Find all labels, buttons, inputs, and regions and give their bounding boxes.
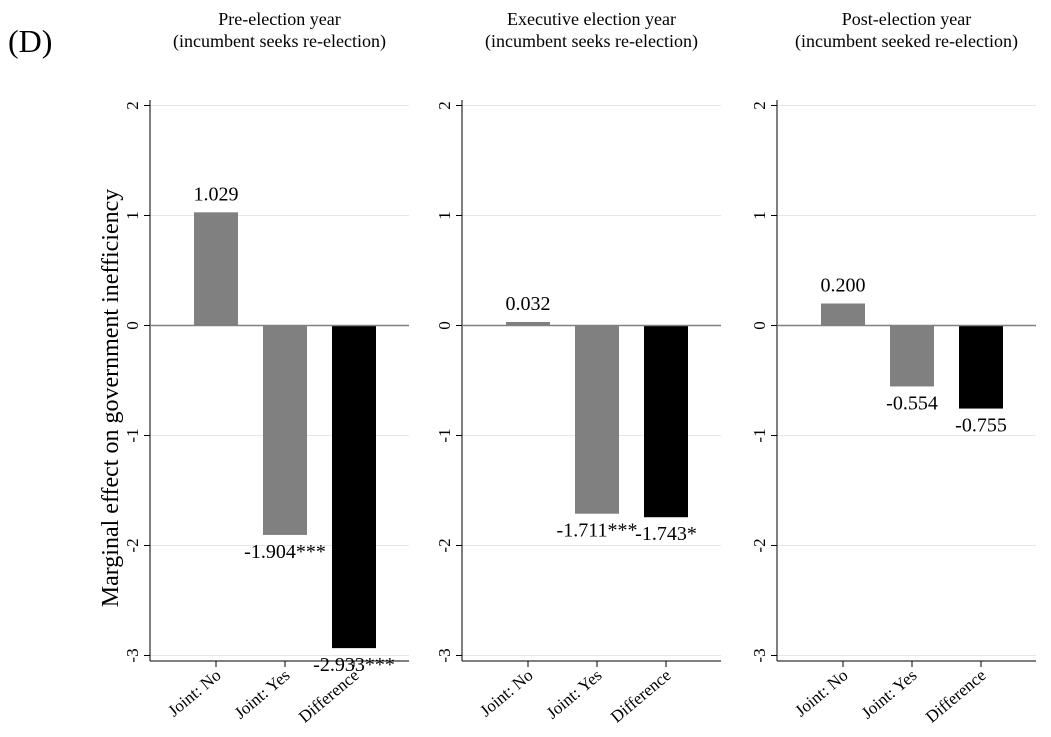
bar	[263, 325, 307, 535]
y-tick-label: 2	[435, 101, 454, 110]
bar	[506, 321, 550, 326]
y-tick-label: 1	[435, 211, 454, 220]
bar-value-label: 0.200	[821, 275, 866, 297]
panel-2: Executive election year(incumbent seeks …	[435, 9, 721, 727]
y-tick-label: -1	[123, 428, 142, 442]
panel-label: (D)	[8, 23, 52, 59]
y-tick-label: -2	[435, 538, 454, 552]
bar-value-label: -1.711***	[557, 520, 638, 542]
y-tick-label: -3	[435, 648, 454, 662]
y-tick-label: -3	[750, 648, 769, 662]
y-tick-label: -3	[123, 648, 142, 662]
y-tick-label: -2	[123, 538, 142, 552]
y-tick-label: 0	[435, 321, 454, 330]
x-tick-label: Joint: No	[164, 666, 224, 721]
bar	[332, 325, 376, 649]
bar-value-label: 0.032	[506, 293, 551, 315]
panel-title-line1: Pre-election year	[218, 9, 340, 29]
bar-value-label: -0.554	[886, 392, 938, 414]
y-tick-label: 1	[123, 211, 142, 220]
y-tick-label: 2	[123, 101, 142, 110]
y-tick-label: 1	[750, 211, 769, 220]
bar	[644, 325, 688, 518]
panel-title-line1: Post-election year	[842, 9, 971, 29]
x-tick-label: Joint: Yes	[858, 666, 921, 723]
x-tick-label: Joint: Yes	[231, 666, 294, 723]
bar	[821, 303, 865, 326]
y-tick-label: 0	[123, 321, 142, 330]
x-tick-label: Joint: No	[476, 666, 536, 721]
panel-title-line2: (incumbent seeked re-election)	[795, 31, 1018, 52]
bar-value-label: -0.755	[955, 415, 1007, 437]
bar	[959, 325, 1003, 409]
panel-title-line1: Executive election year	[507, 9, 676, 29]
panel-1: Pre-election year(incumbent seeks re-ele…	[123, 9, 409, 727]
bar-value-label: 1.029	[194, 183, 239, 205]
y-tick-label: -1	[750, 428, 769, 442]
bar	[194, 212, 238, 326]
x-tick-label: Joint: No	[791, 666, 851, 721]
bar-value-label: -1.904***	[244, 541, 326, 563]
panel-3: Post-election year(incumbent seeked re-e…	[750, 9, 1036, 727]
x-tick-label: Difference	[922, 666, 990, 727]
bar	[890, 325, 934, 387]
y-tick-label: -1	[435, 428, 454, 442]
y-tick-label: 0	[750, 321, 769, 330]
panels-group: Pre-election year(incumbent seeks re-ele…	[123, 9, 1036, 727]
bar	[575, 325, 619, 514]
x-tick-label: Difference	[607, 666, 675, 727]
x-tick-label: Joint: Yes	[543, 666, 606, 723]
y-tick-label: 2	[750, 101, 769, 110]
y-tick-label: -2	[750, 538, 769, 552]
panel-title-line2: (incumbent seeks re-election)	[173, 31, 386, 52]
y-axis-label: Marginal effect on government inefficien…	[98, 189, 124, 608]
panel-title-line2: (incumbent seeks re-election)	[485, 31, 698, 52]
bar-value-label: -1.743*	[635, 523, 697, 545]
